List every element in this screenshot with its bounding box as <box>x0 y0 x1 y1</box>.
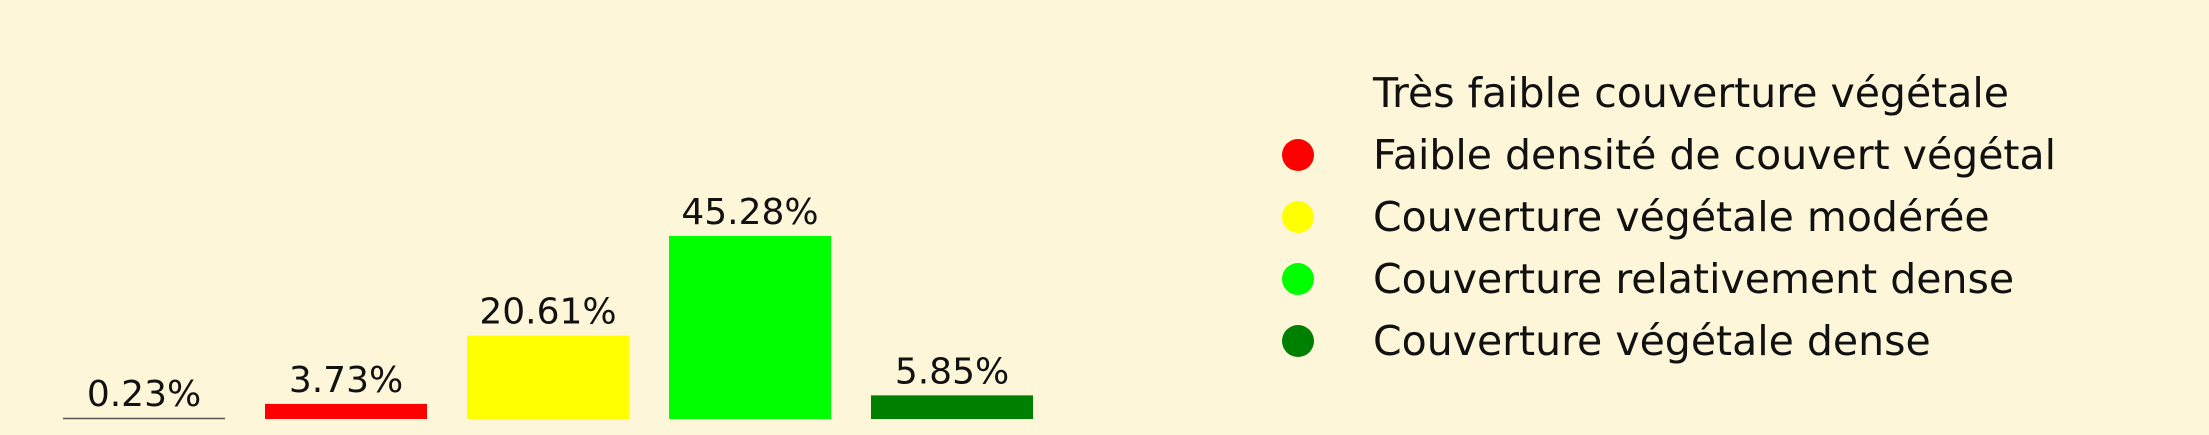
bar <box>871 395 1033 419</box>
legend-swatch-icon <box>1282 77 1314 109</box>
legend-label: Faible densité de couvert végétal <box>1373 131 2057 179</box>
data-label: 20.61% <box>479 292 616 333</box>
data-label: 5.85% <box>895 351 1009 392</box>
legend-swatch-icon <box>1282 263 1314 295</box>
legend-item: Très faible couverture végétale <box>1270 62 2056 124</box>
legend-label: Très faible couverture végétale <box>1373 69 2010 117</box>
legend-item: Couverture végétale modérée <box>1270 186 2056 248</box>
legend-swatch-icon <box>1282 139 1314 171</box>
bar <box>467 335 629 419</box>
data-label: 0.23% <box>87 374 201 415</box>
legend-item: Couverture relativement dense <box>1270 248 2056 310</box>
legend-swatch-icon <box>1282 325 1314 357</box>
bar-chart-plot: 0.23% 3.73% 20.61% 45.28% 5.85% <box>63 192 1033 420</box>
data-label: 45.28% <box>681 192 818 233</box>
bar <box>265 403 427 419</box>
legend-swatch-icon <box>1282 201 1314 233</box>
legend-item: Couverture végétale dense <box>1270 310 2056 372</box>
legend-label: Couverture végétale dense <box>1373 317 1931 365</box>
bar <box>669 236 831 419</box>
data-label: 3.73% <box>289 360 403 401</box>
legend-label: Couverture végétale modérée <box>1373 193 1990 241</box>
legend-item: Faible densité de couvert végétal <box>1270 124 2056 186</box>
legend: Très faible couverture végétale Faible d… <box>1270 62 2056 372</box>
legend-label: Couverture relativement dense <box>1373 255 2015 303</box>
